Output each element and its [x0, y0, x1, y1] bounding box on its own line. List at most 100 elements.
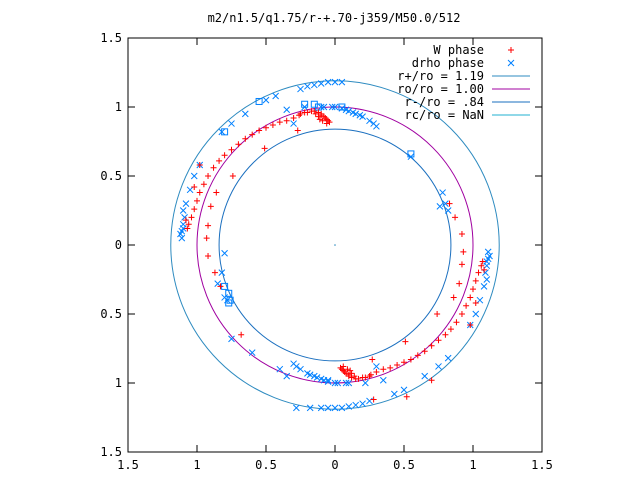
w-point	[338, 366, 345, 373]
drho-square-point	[338, 103, 346, 111]
w-point	[269, 121, 276, 128]
w-point	[467, 322, 474, 329]
w-point	[428, 377, 435, 384]
drho-point	[373, 122, 380, 130]
drho-point	[345, 379, 353, 387]
x-tick-label: 0.5	[255, 458, 277, 472]
drho-point	[483, 262, 491, 270]
legend-label: r+/ro = 1.19	[397, 69, 484, 83]
w-point	[463, 302, 470, 309]
w-point	[434, 311, 441, 317]
drho-point	[297, 365, 304, 373]
w-point	[369, 356, 376, 363]
drho-point	[283, 106, 291, 114]
drho-point	[276, 365, 284, 373]
drho-square-point	[407, 150, 415, 158]
drho-point	[324, 404, 332, 412]
w-point	[297, 110, 304, 117]
drho-point	[359, 400, 366, 408]
drho-point	[349, 109, 357, 116]
w-point	[352, 375, 359, 382]
drho-point	[444, 354, 452, 362]
x-tick-label: 0.5	[393, 458, 415, 472]
drho-point	[442, 200, 449, 207]
w-point	[414, 352, 421, 359]
w-point	[319, 117, 326, 124]
drho-point	[324, 376, 332, 384]
origin-marker	[334, 244, 336, 246]
w-point	[407, 356, 414, 363]
drho-point	[373, 363, 380, 370]
w-point	[347, 367, 354, 374]
w-point	[312, 110, 319, 117]
w-point	[456, 280, 463, 287]
w-point	[294, 127, 301, 134]
x-tick-label: 1	[469, 458, 476, 472]
drho-point	[328, 103, 336, 111]
drho-point	[320, 103, 328, 111]
w-point	[211, 269, 218, 276]
drho-point	[338, 78, 346, 86]
w-point	[401, 359, 407, 366]
w-point	[479, 258, 486, 265]
w-point	[188, 214, 195, 221]
drho-square-point	[221, 128, 229, 136]
w-point	[367, 371, 374, 378]
w-point	[460, 248, 467, 255]
w-point	[341, 368, 348, 375]
drho-point	[228, 335, 235, 343]
drho-point	[345, 403, 353, 410]
drho-square-point	[225, 289, 233, 297]
drho-point	[297, 85, 304, 93]
drho-square-point	[225, 299, 233, 307]
drho-point	[331, 379, 339, 387]
w-point	[373, 368, 380, 375]
x-tick-label: 0	[331, 458, 338, 472]
w-point	[481, 266, 488, 273]
legend-label: rc/ro = NaN	[405, 108, 484, 122]
drho-point	[313, 374, 321, 381]
w-point	[452, 214, 459, 221]
w-point	[348, 370, 355, 377]
drho-point	[400, 386, 408, 394]
w-point	[196, 189, 203, 196]
w-point	[276, 119, 283, 126]
circle-rro	[170, 80, 500, 410]
w-point	[228, 146, 235, 153]
w-point	[475, 269, 482, 276]
x-tick-label: 1	[193, 458, 200, 472]
drho-point	[342, 379, 350, 387]
drho-point	[181, 214, 188, 221]
axis-ticks: 1.5 1 0.5 0 0.5 1 1.51.510.500.511.5	[100, 31, 553, 472]
w-point	[194, 197, 200, 204]
x-tick-label: 1.5	[531, 458, 553, 472]
drho-point	[228, 120, 235, 127]
w-point	[207, 203, 214, 210]
w-point	[450, 294, 457, 301]
w-point	[447, 326, 454, 333]
drho-point	[331, 103, 339, 111]
drho-point	[334, 379, 342, 387]
w-point	[196, 161, 203, 168]
legend-label: W phase	[433, 43, 484, 57]
drho-point	[179, 220, 187, 228]
w-point	[340, 363, 347, 370]
w-point	[221, 152, 228, 159]
drho-point	[182, 200, 190, 207]
w-point	[472, 277, 479, 284]
w-point	[304, 109, 311, 116]
drho-point	[262, 96, 270, 104]
w-point	[478, 262, 485, 269]
drho-point	[486, 252, 493, 260]
w-point	[323, 120, 330, 127]
w-point	[446, 200, 453, 207]
w-point	[421, 348, 428, 355]
drho-point	[366, 397, 373, 405]
w-point	[216, 157, 223, 164]
drho-point	[436, 203, 444, 210]
w-point	[311, 108, 318, 115]
w-point	[470, 286, 476, 293]
drho-point	[178, 234, 186, 242]
w-point	[370, 396, 377, 403]
drho-point	[362, 379, 369, 387]
